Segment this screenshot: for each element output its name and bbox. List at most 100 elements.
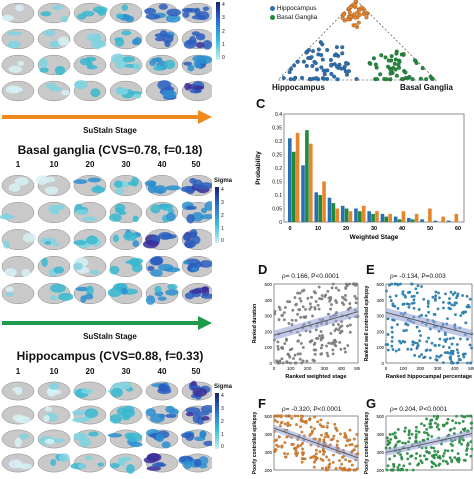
- sigma-label: Sigma: [214, 178, 233, 184]
- scatter-point: [333, 329, 337, 332]
- scatter-point: [454, 421, 458, 425]
- scatter-point: [308, 330, 312, 334]
- scatter-point: [462, 352, 466, 356]
- scatter-point: [449, 355, 453, 359]
- scatter-d: 500 400 300 200 100 00 100 200 300 400 500 Ranked w…: [252, 282, 362, 380]
- scatter-point: [288, 414, 292, 418]
- scatter-point: [329, 342, 333, 345]
- ternary-point: [289, 66, 294, 71]
- scatter-point: [338, 331, 342, 335]
- y-tick-label: 0: [381, 361, 384, 366]
- scatter-point: [285, 339, 288, 342]
- scatter-point: [466, 361, 469, 365]
- scatter-point: [449, 352, 452, 355]
- basal-cbar-tick: 4: [221, 187, 224, 193]
- scatter-point: [456, 292, 460, 296]
- scatter-point: [453, 456, 457, 459]
- y-tick-label: 200: [264, 329, 272, 334]
- scatter-point: [344, 298, 348, 302]
- scatter-point: [273, 419, 277, 422]
- scatter-point: [430, 460, 434, 464]
- brain-rendering: [73, 381, 107, 401]
- y-tick-label: 500: [376, 282, 384, 287]
- stage-number: 50: [191, 160, 201, 169]
- scatter-point: [428, 451, 431, 455]
- scatter-point: [273, 310, 277, 313]
- scatter-point: [346, 324, 349, 328]
- scatter-point: [397, 348, 401, 351]
- scatter-point: [396, 306, 400, 310]
- y-tick-label: 0.35: [272, 126, 282, 132]
- scatter-point: [305, 359, 309, 363]
- scatter-point: [399, 341, 403, 345]
- scatter-point: [434, 297, 437, 300]
- scatter-point: [315, 448, 318, 452]
- scatter-point: [430, 435, 434, 438]
- y-tick-label: 500: [376, 414, 384, 419]
- brain-rendering: [145, 255, 181, 278]
- scatter-point: [441, 300, 445, 304]
- scatter-point: [396, 466, 400, 469]
- scatter-point: [438, 457, 442, 460]
- stage-number: 10: [49, 160, 59, 169]
- scatter-point: [326, 421, 330, 425]
- scatter-point: [413, 353, 417, 357]
- scatter-point: [455, 361, 459, 365]
- x-tick-label: 40: [399, 226, 405, 232]
- scatter-point: [317, 285, 321, 289]
- scatter-point: [425, 340, 429, 343]
- brain-rendering: [72, 405, 107, 425]
- brain-rendering: [109, 80, 143, 102]
- ternary-point: [357, 12, 362, 17]
- scatter-point: [460, 442, 463, 446]
- brain-rendering: [70, 453, 107, 473]
- scatter-point: [437, 427, 441, 431]
- scatter-point: [470, 447, 474, 451]
- scatter-point: [412, 298, 416, 302]
- x-tick-label: 100: [399, 366, 407, 371]
- scatter-point: [448, 337, 452, 340]
- ternary-point: [334, 64, 339, 69]
- scatter-point: [318, 450, 322, 453]
- ternary-point: [320, 57, 325, 62]
- scatter-point: [414, 433, 418, 436]
- ternary-point: [314, 76, 319, 81]
- brain-rendering: [109, 405, 143, 425]
- scatter-point: [403, 340, 407, 344]
- brain-rendering: [37, 2, 71, 24]
- scatter-point: [401, 441, 404, 445]
- scatter-point: [437, 343, 441, 347]
- scatter-point: [322, 452, 325, 456]
- bar: [371, 213, 375, 222]
- scatter-point: [323, 435, 327, 439]
- scatter-point: [409, 455, 412, 458]
- scatter-point: [442, 459, 445, 463]
- scatter-point: [465, 294, 469, 298]
- scatter-point: [320, 425, 324, 428]
- scatter-point: [453, 426, 456, 430]
- bar: [407, 217, 411, 222]
- brain-rendering: [73, 429, 107, 449]
- ternary-point: [359, 5, 364, 10]
- scatter-point: [312, 465, 316, 469]
- scatter-point: [280, 357, 284, 361]
- brain-rendering: [37, 54, 71, 76]
- scatter-point: [407, 302, 411, 306]
- scatter-point: [396, 428, 400, 431]
- brain-rendering: [145, 201, 179, 224]
- scatter-point: [298, 357, 302, 361]
- plot-frame: [273, 415, 359, 471]
- top-colorbar-gradient: [216, 2, 220, 60]
- scatter-point: [446, 449, 450, 453]
- bar: [358, 211, 362, 222]
- scatter-point: [314, 452, 318, 456]
- scatter-point: [393, 454, 396, 458]
- panel-f-stats: ρ= -0.320, P<0.0001: [282, 406, 342, 413]
- scatter-point: [447, 306, 451, 310]
- scatter-point: [451, 352, 455, 356]
- scatter-point: [304, 308, 307, 311]
- scatter-point: [390, 335, 394, 339]
- brain-rendering: [1, 381, 35, 401]
- scatter-point: [454, 313, 457, 317]
- bar: [384, 216, 389, 222]
